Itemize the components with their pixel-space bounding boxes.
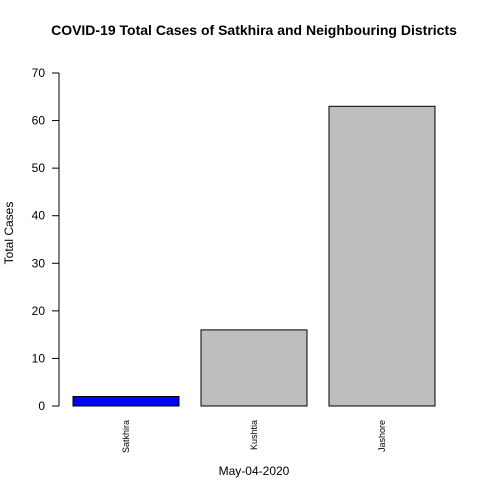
x-axis-label: May-04-2020 [219, 464, 290, 478]
category-labels: Satkhira Kushtia Jashore [121, 420, 387, 453]
chart-title: COVID-19 Total Cases of Satkhira and Nei… [51, 22, 457, 38]
y-axis: 0 10 20 30 40 50 60 70 [32, 66, 60, 413]
category-label-jashore: Jashore [377, 420, 387, 452]
category-label-kushtia: Kushtia [249, 420, 259, 450]
y-tick-label-10: 10 [32, 351, 46, 365]
y-tick-label-50: 50 [32, 161, 46, 175]
bar-kushtia [200, 329, 308, 407]
y-tick-label-70: 70 [32, 66, 46, 80]
bars-group [72, 105, 436, 407]
y-axis-label: Total Cases [2, 202, 16, 265]
y-tick-label-40: 40 [32, 209, 46, 223]
y-tick-label-60: 60 [32, 114, 46, 128]
y-tick-label-20: 20 [32, 304, 46, 318]
y-tick-label-0: 0 [38, 399, 45, 413]
y-tick-label-30: 30 [32, 256, 46, 270]
category-label-satkhira: Satkhira [121, 420, 131, 453]
bar-satkhira [72, 395, 180, 407]
bar-jashore [328, 105, 436, 407]
